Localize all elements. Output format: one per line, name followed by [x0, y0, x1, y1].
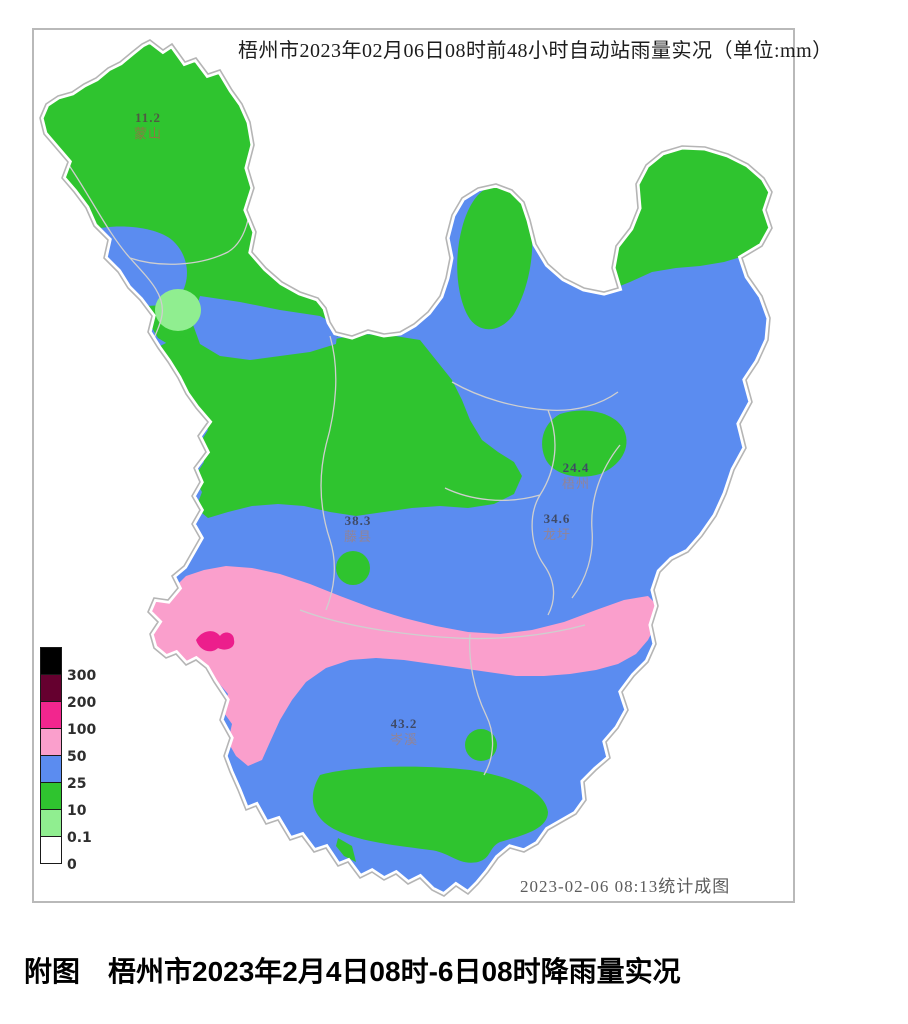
station-name: 岑溪 — [389, 732, 419, 748]
map-title: 梧州市2023年02月06日08时前48小时自动站雨量实况（单位:mm） — [238, 40, 833, 62]
legend-label: 100 — [67, 722, 97, 738]
station-value: 11.2 — [134, 110, 162, 125]
legend-swatch-50 — [40, 728, 62, 756]
legend-swatch-0.1 — [40, 809, 62, 837]
station-value: 34.6 — [543, 511, 571, 526]
station-name: 蒙山 — [133, 126, 163, 142]
rainfall-map — [36, 35, 776, 901]
legend-label: 200 — [67, 695, 97, 711]
station-name: 梧州 — [561, 476, 591, 492]
station-longxu: 34.6 龙圩 — [543, 511, 571, 544]
rainfall-legend: 300 200 100 50 25 10 0.1 0 — [40, 647, 130, 888]
county-boundaries — [57, 149, 621, 776]
legend-label: 0.1 — [67, 830, 92, 846]
map-region-pink-band — [148, 566, 660, 766]
station-tengxian: 38.3 藤县 — [344, 513, 372, 546]
station-mengshan: 11.2 蒙山 — [134, 110, 162, 143]
legend-label: 25 — [67, 776, 87, 792]
station-cenxi: 43.2 岑溪 — [390, 716, 418, 749]
figure-caption: 附图 梧州市2023年2月4日08时-6日08时降雨量实况 — [24, 956, 681, 987]
map-region-magenta-spot — [196, 631, 235, 652]
legend-swatch-300 — [40, 647, 62, 675]
station-name: 龙圩 — [542, 527, 572, 543]
legend-swatch-25 — [40, 755, 62, 783]
legend-label: 10 — [67, 803, 87, 819]
station-value: 38.3 — [344, 513, 372, 528]
legend-label: 0 — [67, 857, 77, 873]
map-regions-green — [40, 40, 772, 863]
legend-swatch-10 — [40, 782, 62, 810]
station-name: 藤县 — [343, 529, 373, 545]
station-value: 24.4 — [562, 460, 590, 475]
legend-label: 300 — [67, 668, 97, 684]
station-value: 43.2 — [390, 716, 418, 731]
legend-swatch-200 — [40, 674, 62, 702]
legend-swatch-100 — [40, 701, 62, 729]
city-boundary-line — [39, 39, 773, 897]
legend-label: 50 — [67, 749, 87, 765]
station-wuzhou: 24.4 梧州 — [562, 460, 590, 493]
legend-swatch-0 — [40, 836, 62, 864]
map-region-blue-neck-wedge — [192, 296, 338, 360]
generation-timestamp: 2023-02-06 08:13统计成图 — [520, 877, 731, 896]
